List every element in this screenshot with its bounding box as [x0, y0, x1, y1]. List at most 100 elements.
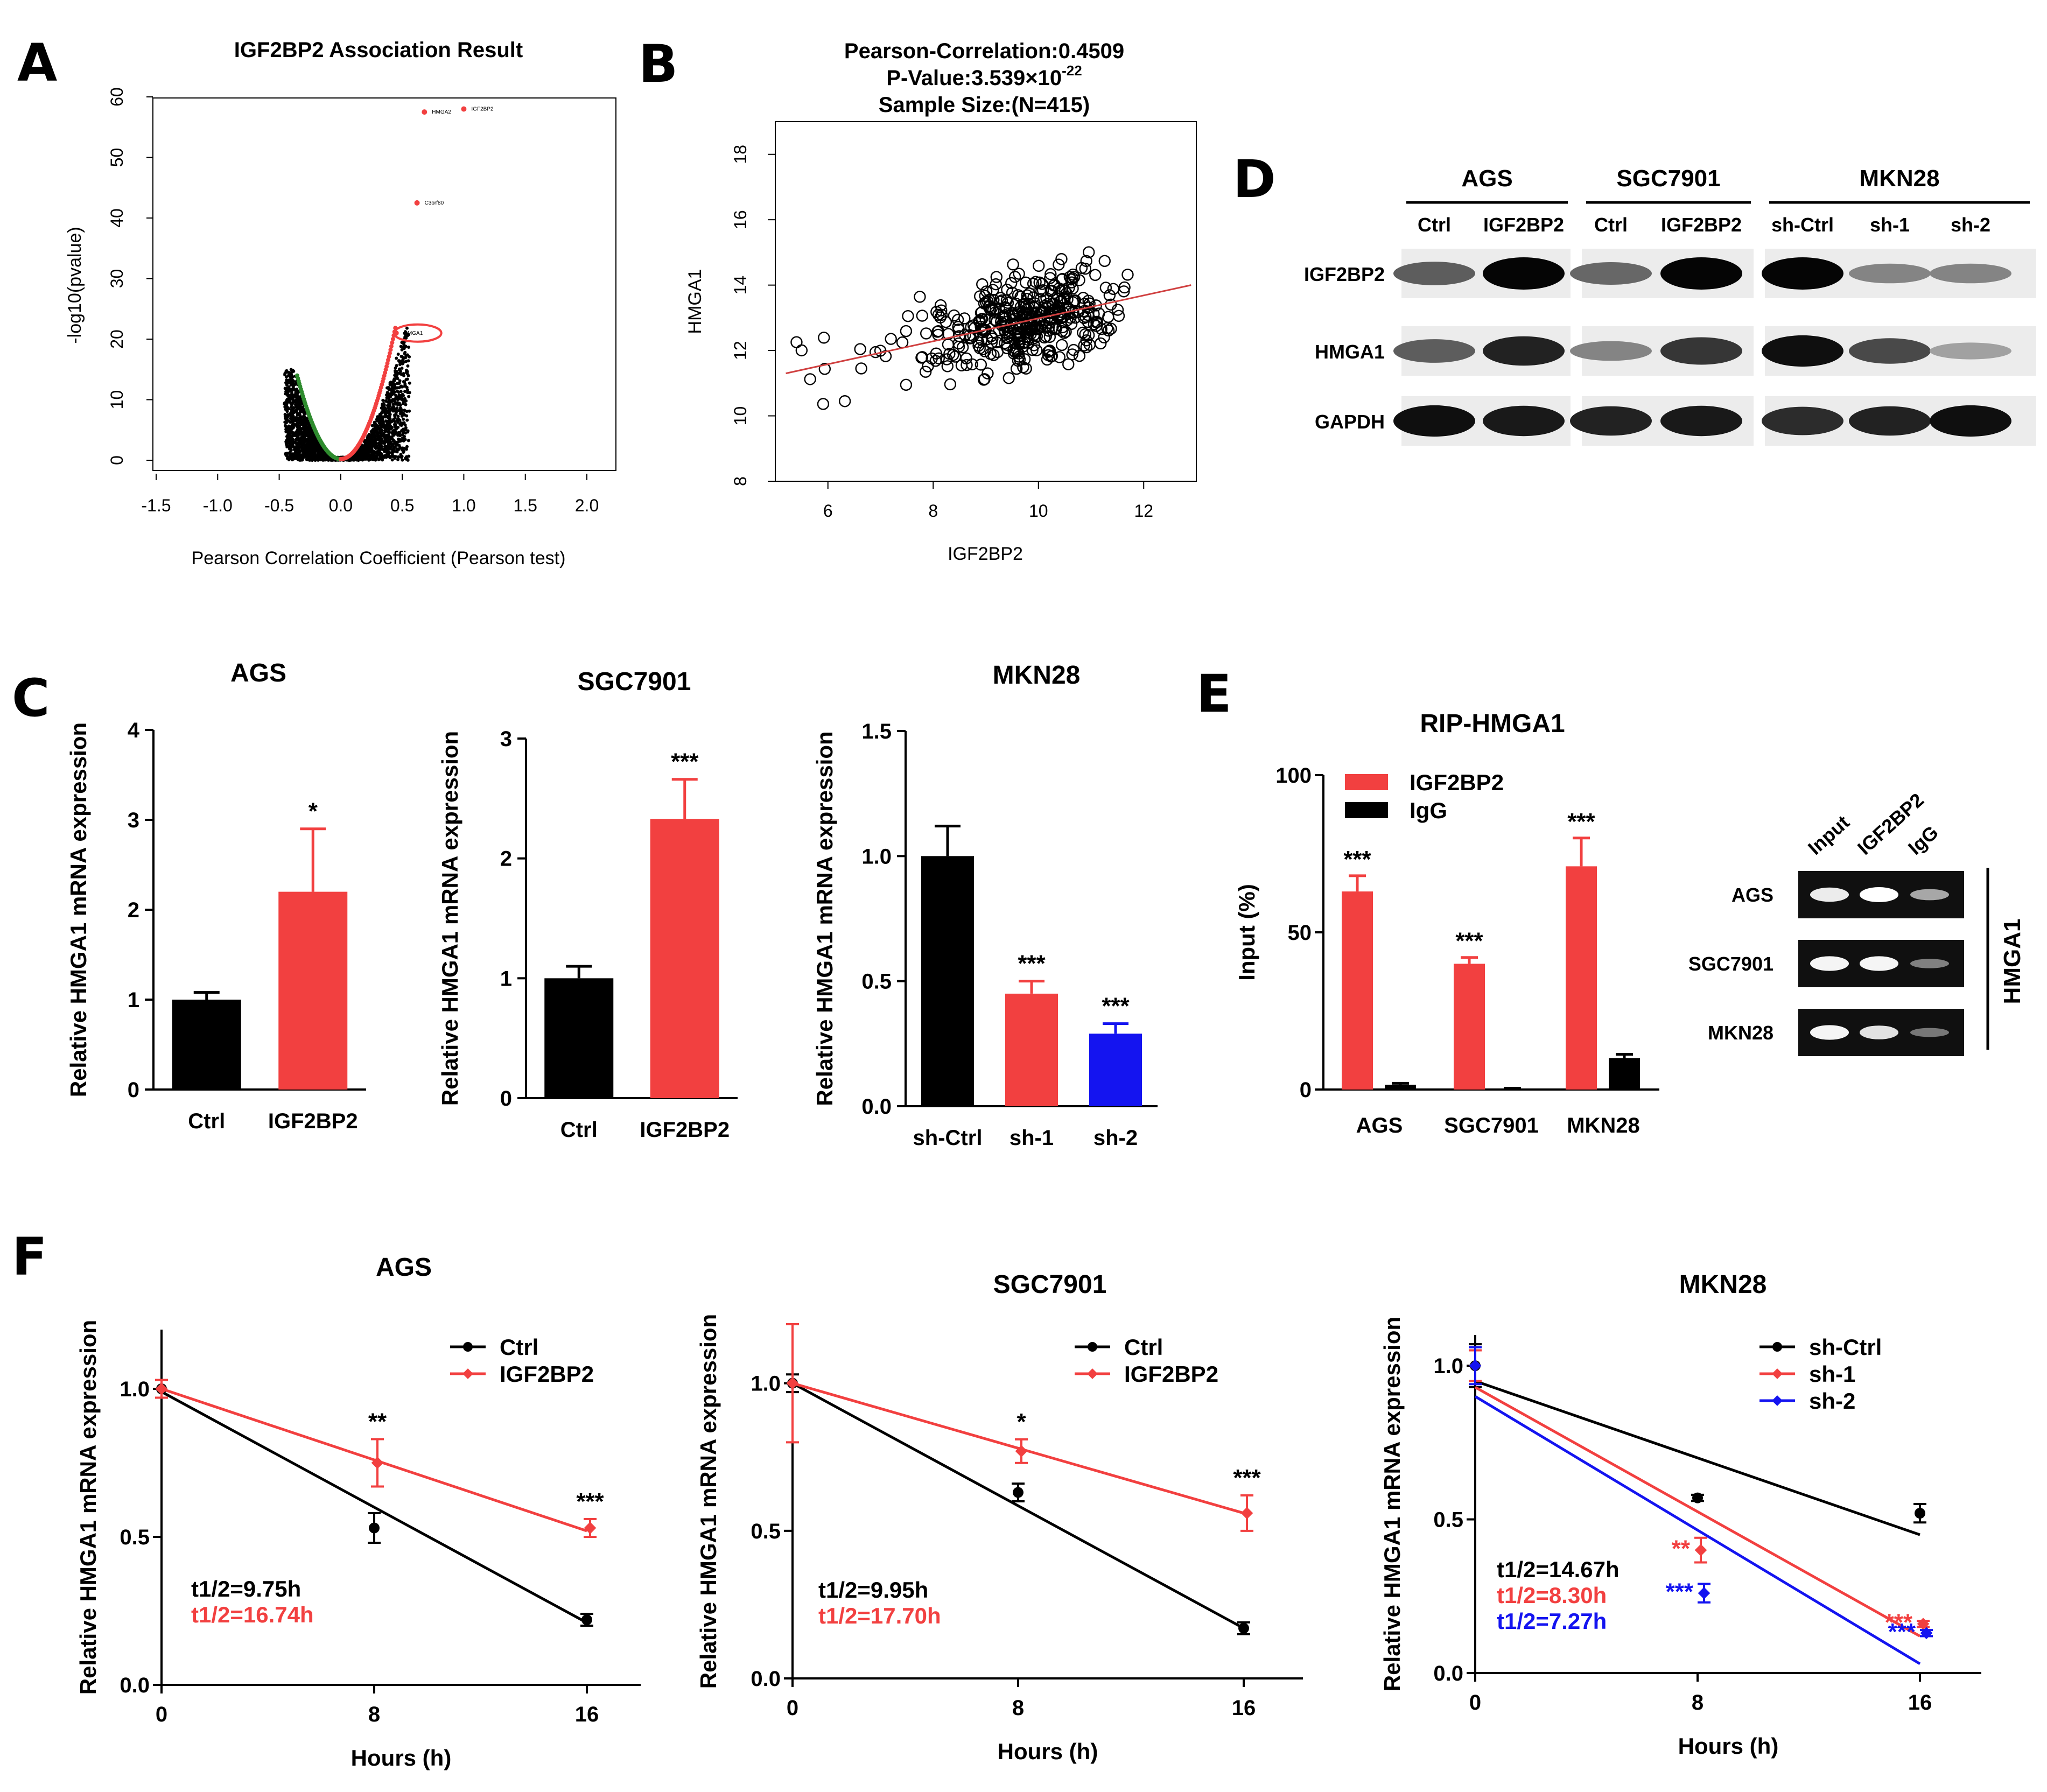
a-point [399, 373, 403, 376]
a-point [301, 456, 305, 460]
e-y-tick-label: 0 [1300, 1078, 1312, 1102]
c-bar [1089, 1034, 1142, 1106]
b-point [975, 359, 987, 371]
b-point [1048, 279, 1061, 291]
f-y-tick-label: 0.0 [1433, 1662, 1463, 1685]
f-fit-line [1474, 1395, 1921, 1665]
f-point [1015, 1445, 1028, 1458]
c-y-label: Relative HMGA1 mRNA expression [812, 731, 837, 1106]
a-point [285, 401, 289, 405]
c-y-tick-label: 0 [500, 1087, 512, 1111]
panel-f-mkn28: MKN28 0.0 0.5 1.0 0 8 16 Hours (h) Relative HMGA… [1379, 1270, 1981, 1759]
f-sig-label: *** [1888, 1619, 1916, 1645]
b-point [1033, 259, 1045, 272]
b-point [990, 271, 1003, 283]
f-x-label: Hours (h) [998, 1739, 1098, 1764]
a-point [395, 370, 399, 374]
wb-band [1762, 257, 1843, 290]
c-y-tick-label: 0 [128, 1078, 139, 1102]
a-point [350, 457, 354, 461]
b-point [795, 344, 808, 357]
wb-band [1570, 262, 1652, 285]
a-point [375, 419, 379, 423]
b-point [978, 373, 991, 385]
a-point [304, 452, 307, 456]
a-point [307, 425, 311, 429]
a-point [403, 330, 407, 334]
f-half-life: t1/2=9.75h [191, 1576, 301, 1601]
f-point [1469, 1359, 1482, 1372]
a-y-tick-label: 30 [107, 269, 127, 289]
a-point [288, 443, 292, 447]
wb-lane-label: sh-Ctrl [1771, 214, 1834, 236]
panel-f-ags: AGS 0.0 0.5 1.0 0 8 16 Hours (h) Relative HMGA1 … [75, 1253, 641, 1770]
a-point [381, 398, 385, 402]
b-point [1013, 336, 1026, 349]
a-x-tick-label: 1.0 [452, 496, 475, 515]
f-point [1917, 1618, 1930, 1630]
f-x-tick-label: 8 [368, 1703, 380, 1726]
a-point [400, 367, 404, 370]
b-point [1057, 310, 1069, 323]
a-point [289, 425, 293, 429]
b-point [1008, 271, 1021, 283]
a-point [400, 428, 404, 432]
a-point [299, 438, 303, 441]
a-pos-edge-point [390, 336, 395, 341]
a-point [293, 388, 297, 391]
b-point [838, 395, 851, 407]
a-title: IGF2BP2 Association Result [234, 38, 523, 62]
a-point [396, 433, 400, 437]
a-point [384, 455, 388, 459]
a-point [303, 417, 307, 420]
a-point [374, 441, 378, 445]
a-point [310, 440, 313, 444]
b-point [940, 315, 952, 328]
f-legend-marker [1772, 1368, 1783, 1379]
b-point [914, 291, 926, 303]
a-point [296, 403, 299, 406]
e-sig-label: *** [1343, 846, 1371, 873]
b-point [1029, 276, 1042, 288]
c-y-tick-label: 1 [128, 988, 139, 1012]
a-point [393, 383, 397, 386]
a-point [288, 432, 291, 435]
b-point [1036, 278, 1048, 290]
a-point [388, 419, 392, 423]
wb-band [1849, 406, 1931, 436]
a-point [367, 442, 371, 446]
b-point [1012, 306, 1025, 319]
b-point [1107, 283, 1120, 296]
b-point [976, 306, 988, 319]
b-point [991, 346, 1004, 359]
b-point [790, 336, 803, 348]
f-y-label: Relative HMGA1 mRNA expression [696, 1314, 721, 1689]
a-point [385, 440, 389, 444]
c-bar [544, 978, 614, 1098]
b-point [1007, 258, 1019, 271]
e-bar [1342, 891, 1373, 1090]
a-point [405, 332, 409, 336]
b-point [976, 313, 989, 325]
a-point [389, 381, 392, 384]
a-highlight-label: IGF2BP2 [471, 107, 494, 113]
a-point [291, 388, 295, 391]
b-point [1001, 331, 1014, 344]
f-sig-label: *** [1666, 1579, 1694, 1605]
b-point [1082, 315, 1094, 328]
a-point [396, 353, 400, 356]
a-point [292, 448, 296, 452]
gel-row-label: SGC7901 [1688, 953, 1773, 975]
gel-band [1810, 956, 1849, 971]
a-point [295, 424, 299, 428]
f-sig-label: ** [368, 1409, 387, 1435]
b-point [1053, 258, 1065, 271]
a-point [397, 409, 401, 412]
b-point [900, 325, 913, 338]
f-x-tick-label: 16 [1908, 1691, 1932, 1714]
f-point [1915, 1508, 1925, 1519]
a-point [293, 382, 297, 386]
b-point [951, 314, 964, 326]
b-point [1060, 287, 1073, 299]
a-point [371, 456, 375, 460]
